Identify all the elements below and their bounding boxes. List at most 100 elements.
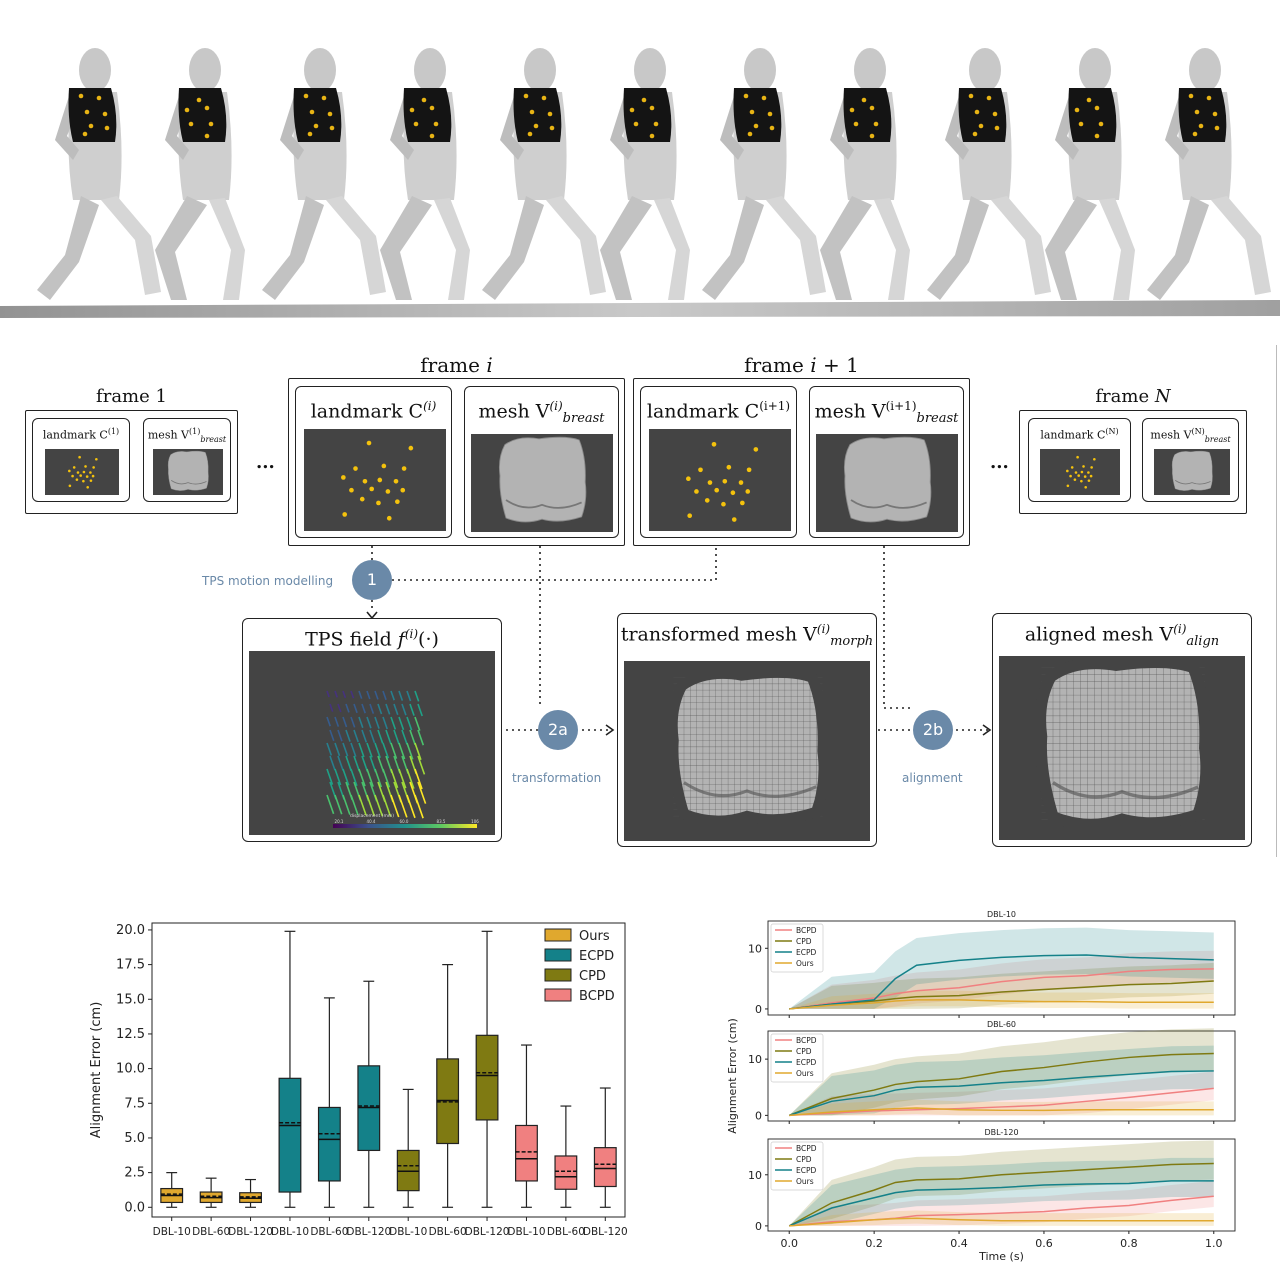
runner-figure	[1147, 48, 1271, 300]
displacement-arrow	[415, 691, 419, 701]
landmark-marker	[650, 134, 655, 139]
landmark-marker	[189, 122, 194, 127]
displacement-arrow	[327, 795, 334, 814]
runner-figure	[1045, 48, 1135, 300]
landmark-marker	[83, 132, 88, 137]
landmark-marker	[185, 108, 190, 113]
displacement-arrow	[351, 795, 358, 815]
landmark-point	[1066, 470, 1069, 473]
runner-leg	[482, 196, 544, 300]
ellipsis-right: ...	[990, 452, 1009, 473]
floor-shadow	[0, 300, 1280, 318]
runner-leg	[155, 196, 207, 300]
legend-label: ECPD	[796, 1058, 816, 1067]
landmark-marker	[870, 134, 875, 139]
displacement-arrow	[383, 717, 387, 729]
transformed-mesh-panel: transformed mesh V(i)morph	[617, 613, 877, 847]
landmark-marker	[975, 110, 980, 115]
landmark-point	[89, 471, 92, 474]
colorbar-tick: 60.0	[400, 819, 409, 824]
landmark-marker	[304, 94, 309, 99]
displacement-arrow	[399, 717, 403, 730]
plot-frame	[152, 923, 625, 1217]
runner-leg	[209, 198, 245, 300]
landmark-marker	[209, 122, 214, 127]
box-bcpd	[555, 1106, 577, 1207]
landmark-marker	[995, 126, 1000, 131]
step-2b-badge: 2b	[913, 710, 953, 750]
colorbar-tick: 40.4	[367, 819, 376, 824]
displacement-arrow	[335, 691, 337, 697]
landmark-marker	[1193, 132, 1198, 137]
box-iqr	[516, 1125, 538, 1180]
landmark-point	[1080, 480, 1083, 483]
displacement-arrow	[386, 704, 390, 714]
landmark-point	[394, 479, 399, 484]
torso-mesh	[672, 673, 823, 821]
x-tick-label: 0.0	[780, 1237, 798, 1250]
legend-label: Ours	[796, 1177, 814, 1186]
runner-leg	[654, 198, 690, 300]
landmark-point	[90, 479, 93, 482]
runner-leg	[927, 196, 989, 300]
landmark-point	[705, 498, 710, 503]
transformed-mesh-view	[624, 661, 870, 841]
x-tick-label: DBL-10	[271, 1226, 309, 1238]
box-iqr	[476, 1035, 498, 1120]
runner-head	[304, 48, 336, 92]
frame-1-group: landmark C(1) mesh V(1)breast	[25, 410, 238, 514]
x-tick-label: DBL-10	[507, 1226, 545, 1238]
box-bcpd	[516, 1045, 538, 1207]
tps-field-title: TPS field	[305, 628, 398, 650]
displacement-arrow	[378, 730, 383, 743]
y-tick-label: 12.5	[116, 1027, 145, 1042]
landmark-point	[1081, 471, 1084, 474]
landmark-marker	[430, 134, 435, 139]
landmark-marker	[197, 98, 202, 103]
displacement-arrow	[418, 730, 423, 745]
box-ecpd	[279, 931, 301, 1207]
landmark-point	[1090, 466, 1093, 469]
landmark-point	[83, 471, 86, 474]
x-tick-label: DBL-10	[153, 1226, 191, 1238]
frame-i1-group: landmark C(i+1) mesh V(i+1)breast	[633, 378, 970, 546]
runner-bra	[1179, 88, 1227, 142]
y-tick-label: 7.5	[124, 1096, 145, 1111]
landmark-marker	[987, 96, 992, 101]
running-sequence	[0, 0, 1280, 320]
landmark-point	[409, 446, 414, 451]
landmark-point	[1076, 456, 1079, 459]
landmark-point	[698, 467, 703, 472]
frame-n-header: frame N	[1019, 386, 1247, 407]
frame-1-landmark-label: landmark C	[43, 429, 108, 442]
x-tick-label: 0.6	[1035, 1237, 1053, 1250]
line-panel-dbl-60: DBL-60 0 10 BCPD CPD ECPD Ours	[748, 1020, 1235, 1124]
x-tick-label: DBL-120	[465, 1226, 510, 1238]
landmark-marker	[314, 124, 319, 129]
displacement-arrow	[394, 704, 398, 715]
landmark-point	[402, 466, 407, 471]
runner-bra	[959, 88, 1007, 142]
y-tick-label: 10.0	[116, 1062, 145, 1077]
legend-swatch	[545, 989, 571, 1001]
landmark-marker	[1215, 126, 1220, 131]
landmark-point	[731, 490, 736, 495]
frame-n-group: landmark C(N) mesh V(N)breast	[1019, 410, 1247, 514]
landmark-point	[727, 465, 732, 470]
landmark-point	[1077, 474, 1080, 477]
displacement-arrow	[415, 769, 422, 789]
runner-bra	[404, 88, 452, 142]
displacement-arrow	[338, 756, 343, 770]
landmark-point	[1087, 471, 1090, 474]
displacement-arrow	[351, 717, 355, 727]
frame-n-mesh-label: mesh V	[1150, 429, 1191, 442]
box-ours	[240, 1180, 262, 1208]
displacement-arrow	[370, 730, 374, 743]
landmark-marker	[322, 96, 327, 101]
frame-1-landmark-panel: landmark C(1)	[32, 418, 130, 502]
runner-bra	[734, 88, 782, 142]
landmark-marker	[89, 124, 94, 129]
landmark-point	[68, 470, 71, 473]
runner-head	[1079, 48, 1111, 92]
landmark-marker	[1207, 96, 1212, 101]
